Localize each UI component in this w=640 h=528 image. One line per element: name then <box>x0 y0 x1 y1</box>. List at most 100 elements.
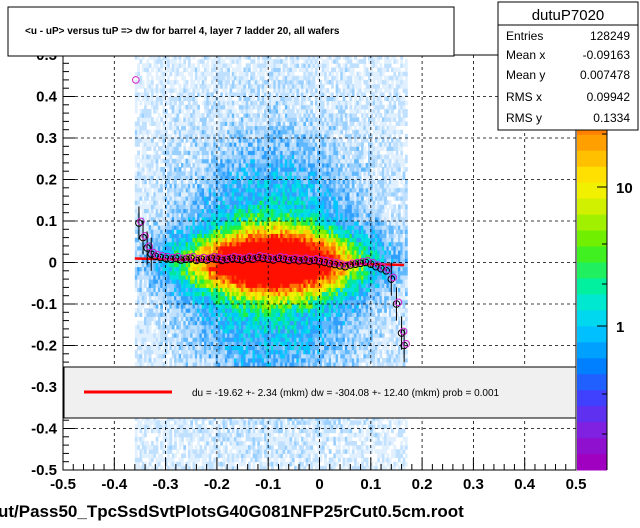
heatmap-cell <box>245 225 249 230</box>
heatmap-cell <box>208 200 212 205</box>
heatmap-cell <box>144 258 147 263</box>
heatmap-cell <box>183 274 187 280</box>
heatmap-cell <box>176 196 180 201</box>
heatmap-cell <box>134 279 138 284</box>
heatmap-cell <box>162 113 166 118</box>
heatmap-cell <box>194 208 198 214</box>
heatmap-cell <box>153 158 157 164</box>
heatmap-cell <box>229 183 233 189</box>
heatmap-cell <box>243 283 247 288</box>
heatmap-cell <box>217 308 221 313</box>
heatmap-cell <box>220 167 224 172</box>
heatmap-cell <box>144 212 147 218</box>
heatmap-cell <box>176 295 180 301</box>
heatmap-cell <box>178 129 182 135</box>
heatmap-cell <box>164 55 168 60</box>
heatmap-cell <box>144 191 147 197</box>
heatmap-cell <box>178 92 182 97</box>
heatmap-cell <box>227 308 230 313</box>
heatmap-cell <box>245 320 249 326</box>
heatmap-cell <box>174 96 177 102</box>
heatmap-cell <box>190 221 194 226</box>
heatmap-cell <box>217 129 221 135</box>
heatmap-cell <box>220 191 224 197</box>
heatmap-cell <box>192 67 196 73</box>
heatmap-cell <box>245 328 249 334</box>
heatmap-cell <box>157 428 161 434</box>
heatmap-cell <box>257 113 260 118</box>
heatmap-cell <box>227 241 230 247</box>
heatmap-cell <box>178 216 182 222</box>
heatmap-cell <box>137 187 140 193</box>
heatmap-cell <box>174 63 177 68</box>
heatmap-cell <box>137 445 140 450</box>
heatmap-cell <box>162 108 166 114</box>
heatmap-cell <box>150 316 154 322</box>
heatmap-cell <box>252 333 256 338</box>
heatmap-cell <box>146 345 150 351</box>
heatmap-cell <box>224 79 228 85</box>
heatmap-cell <box>197 357 200 363</box>
heatmap-cell <box>245 150 249 156</box>
heatmap-cell <box>257 274 260 280</box>
heatmap-cell <box>164 250 168 255</box>
heatmap-cell <box>254 84 258 89</box>
heatmap-cell <box>185 196 189 201</box>
heatmap-cell <box>174 208 177 214</box>
heatmap-cell <box>183 133 187 139</box>
heatmap-cell <box>257 304 260 309</box>
heatmap-cell <box>264 295 267 301</box>
heatmap-cell <box>213 221 217 226</box>
heatmap-cell <box>264 59 267 64</box>
heatmap-cell <box>190 183 194 189</box>
heatmap-cell <box>150 420 154 425</box>
heatmap-cell <box>183 324 187 330</box>
heatmap-cell <box>190 75 194 81</box>
heatmap-cell <box>155 59 159 64</box>
heatmap-cell <box>137 299 140 305</box>
heatmap-cell <box>250 104 254 110</box>
heatmap-cell <box>208 345 212 351</box>
heatmap-cell <box>155 333 159 338</box>
heatmap-cell <box>238 133 242 139</box>
heatmap-cell <box>134 200 138 205</box>
heatmap-cell <box>243 295 247 301</box>
heatmap-cell <box>160 100 164 106</box>
heatmap-cell <box>141 274 145 280</box>
heatmap-cell <box>229 308 233 313</box>
heatmap-cell <box>178 324 182 330</box>
heatmap-cell <box>206 362 210 367</box>
heatmap-cell <box>171 79 175 85</box>
heatmap-cell <box>160 295 164 301</box>
heatmap-cell <box>215 237 219 243</box>
heatmap-cell <box>167 138 170 143</box>
heatmap-cell <box>201 312 205 317</box>
heatmap-cell <box>220 125 224 131</box>
heatmap-cell <box>146 142 150 147</box>
heatmap-cell <box>157 362 161 367</box>
heatmap-cell <box>155 212 159 218</box>
heatmap-cell <box>247 353 251 359</box>
heatmap-cell <box>238 262 242 268</box>
heatmap-cell <box>213 291 217 297</box>
heatmap-cell <box>206 108 210 114</box>
heatmap-cell <box>208 465 212 470</box>
heatmap-cell <box>236 79 240 85</box>
heatmap-cell <box>178 100 182 106</box>
heatmap-cell <box>206 142 210 147</box>
heatmap-cell <box>174 59 177 64</box>
heatmap-cell <box>259 432 263 438</box>
heatmap-cell <box>224 449 228 454</box>
heatmap-cell <box>217 333 221 338</box>
heatmap-cell <box>164 345 168 351</box>
heatmap-cell <box>160 420 164 425</box>
heatmap-cell <box>183 283 187 288</box>
heatmap-cell <box>171 138 175 143</box>
heatmap-cell <box>206 59 210 64</box>
heatmap-cell <box>185 237 189 243</box>
heatmap-cell <box>187 225 191 230</box>
heatmap-cell <box>243 196 247 201</box>
heatmap-cell <box>144 117 147 122</box>
heatmap-cell <box>197 208 200 214</box>
heatmap-cell <box>192 237 196 243</box>
